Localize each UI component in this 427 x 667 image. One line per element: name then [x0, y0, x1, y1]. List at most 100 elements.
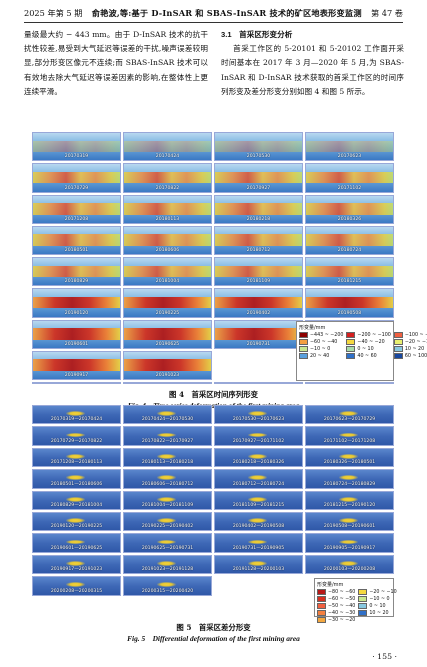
- figure5-tile-pair: 20200103—20200208: [323, 567, 376, 573]
- figure5-legend-item: −80 ~ −60: [317, 589, 355, 595]
- figure5-map-tile: 20170729—20170822: [32, 426, 121, 446]
- figure4-legend-item: −200 ~ −100: [346, 332, 391, 338]
- figure5-tile-pair: 20191128—20200103: [232, 567, 285, 573]
- legend-swatch: [346, 332, 356, 338]
- figure4-legend: 形变量/mm −443 ~ −200−200 ~ −100−100 ~ −60−…: [296, 321, 427, 381]
- figure4-tile-date: 20190120: [64, 310, 89, 316]
- figure5-map-tile: 20190625—20190731: [123, 533, 212, 553]
- legend-swatch: [358, 589, 368, 595]
- figure4-tile-date: 20170729: [64, 185, 89, 191]
- figure4-map-tile: 20171102: [305, 163, 394, 193]
- figure5-tile-pair: 20180326—20180501: [323, 460, 376, 466]
- figure4-tile-date: 20180829: [64, 279, 89, 285]
- figure5-tile-pair: 20170729—20170822: [50, 438, 103, 444]
- legend-swatch: [317, 589, 326, 595]
- figure4-map-tile: 20180218: [214, 194, 303, 224]
- figure5-tile-pair: 20190905—20190917: [323, 545, 376, 551]
- figure4-map-tile: 20190402: [214, 288, 303, 318]
- figure5-tile-pair: 20170530—20170623: [232, 417, 285, 423]
- figure4-legend-item: 20 ~ 40: [299, 353, 343, 359]
- figure4-map-tile: 20200315: [123, 382, 212, 384]
- legend-label: −200 ~ −100: [357, 332, 391, 338]
- legend-label: 0 ~ 10: [357, 346, 374, 352]
- figure5-map-tile: 20181004—20181109: [123, 490, 212, 510]
- figure5-legend-item: −30 ~ −20: [317, 617, 355, 623]
- figure5-tile-pair: 20181004—20181109: [141, 502, 194, 508]
- figure4-map-tile: 20170424: [123, 132, 212, 162]
- figure4-map-tile: 20191023: [123, 350, 212, 380]
- figure5-map-tile: 20190225—20190402: [123, 511, 212, 532]
- legend-swatch: [393, 346, 403, 352]
- legend-label: −443 ~ −200: [310, 332, 344, 338]
- figure5-map-tile: 20190120—20190225: [32, 511, 121, 532]
- figure4-map-tile: 20171208: [32, 194, 121, 224]
- figure5-tile-pair: 20171208—20180113: [50, 460, 103, 466]
- figure5-map-tile: 20190731—20190905: [214, 533, 303, 553]
- figure5-map-tile: 20191128—20200103: [214, 554, 303, 575]
- figure5-tile-pair: 20190508—20190601: [323, 524, 376, 530]
- legend-label: −10 ~ 0: [310, 346, 331, 352]
- figure5-tile-pair: 20181215—20190120: [323, 502, 376, 508]
- figure5-tile-pair: 20200208—20200315: [50, 588, 103, 594]
- figure4-map-tile: 20180326: [305, 194, 394, 224]
- legend-swatch: [393, 332, 403, 338]
- figure4-map-tile: 20190225: [123, 288, 212, 318]
- legend-swatch: [346, 339, 356, 345]
- figure5-map-tile: 20200208—20200315: [32, 576, 121, 596]
- figure5-tile-pair: 20190731—20190905: [232, 545, 285, 551]
- figure4-map-tile: 20180829: [32, 257, 121, 287]
- figure4-legend-item: −40 ~ −20: [346, 339, 390, 345]
- legend-swatch: [299, 353, 308, 359]
- figure5-map-tile: 20170530—20170623: [214, 405, 303, 425]
- figure5-map-tile: 20190508—20190601: [305, 511, 394, 532]
- figure5-map-tile: 20181215—20190120: [305, 490, 394, 510]
- legend-label: −20 ~ −10: [404, 339, 427, 345]
- legend-swatch: [299, 332, 308, 338]
- figure4-tile-date: 20190625: [155, 341, 180, 347]
- figure5-map-tile: 20180606—20180712: [123, 469, 212, 489]
- legend-label: −100 ~ −60: [404, 332, 427, 338]
- figure5-tile-pair: 20170424—20170530: [141, 417, 194, 423]
- figure5-legend-title: 形变量/mm: [317, 582, 344, 588]
- legend-label: −60 ~ −50: [328, 596, 356, 602]
- figure4-map-tile: 20180724: [305, 225, 394, 255]
- figure5-tile-pair: 20170927—20171102: [232, 438, 285, 444]
- left-paragraph: 量级最大约 − 443 mm。由于 D-InSAR 技术的抗干扰性较差,易受到大…: [24, 30, 208, 96]
- figure4-tile-date: 20180606: [155, 248, 180, 253]
- legend-swatch: [317, 596, 326, 602]
- right-paragraph: 首采工作区的 5-20101 和 5-20102 工作面开采时间基本在 2017…: [221, 44, 404, 96]
- figure4-legend-item: 10 ~ 20: [393, 346, 427, 352]
- figure5-tile-pair: 20180501—20180606: [50, 481, 103, 487]
- figure5-map-tile: 20190402—20190508: [214, 511, 303, 532]
- figure5-legend-item: 0 ~ 10: [358, 603, 396, 609]
- section-heading: 3.1 首采区形变分析: [221, 30, 293, 39]
- figure4-tile-date: 20180326: [337, 216, 362, 222]
- figure4-map-tile: 20190625: [123, 319, 212, 349]
- figure5-map-tile: 20180501—20180606: [32, 469, 121, 489]
- figure4-tile-date: 20190731: [246, 341, 271, 347]
- figure5-tile-pair: 20200315—20200420: [141, 588, 194, 594]
- figure5-tile-pair: 20180724—20180829: [323, 481, 376, 487]
- legend-swatch: [346, 346, 356, 352]
- figure4-tile-date: 20180218: [246, 216, 271, 222]
- figure4-legend-item: −443 ~ −200: [299, 332, 343, 338]
- figure4-tile-date: 20181004: [155, 279, 180, 285]
- figure5-map-tile: 20170319—20170424: [32, 405, 121, 425]
- figure5-legend-item: −10 ~ 0: [358, 596, 396, 602]
- legend-label: −20 ~ −10: [369, 589, 397, 595]
- figure4-tile-date: 20190402: [246, 310, 271, 316]
- legend-swatch: [358, 610, 368, 616]
- figure5-tile-pair: 20180712—20180724: [232, 481, 285, 487]
- issue-label: 2025 年第 5 期: [24, 8, 83, 18]
- legend-label: 60 ~ 100: [404, 353, 427, 359]
- figure5-tile-pair: 20170623—20170729: [323, 417, 376, 423]
- figure4-map-tile: 20170927: [214, 163, 303, 193]
- figure4-map-tile: 20180712: [214, 225, 303, 255]
- figure5-legend-item: −60 ~ −50: [317, 596, 355, 602]
- figure5-caption-en: Fig. 5 Differential deformation of the f…: [127, 634, 300, 643]
- figure5-map-tile: 20180218—20180326: [214, 447, 303, 468]
- figure5-map-tile: 20190905—20190917: [305, 533, 394, 553]
- figure4-tile-date: 20190917: [64, 373, 89, 378]
- figure4-legend-item: −20 ~ −10: [393, 339, 427, 345]
- figure4-tile-date: 20170623: [337, 154, 362, 160]
